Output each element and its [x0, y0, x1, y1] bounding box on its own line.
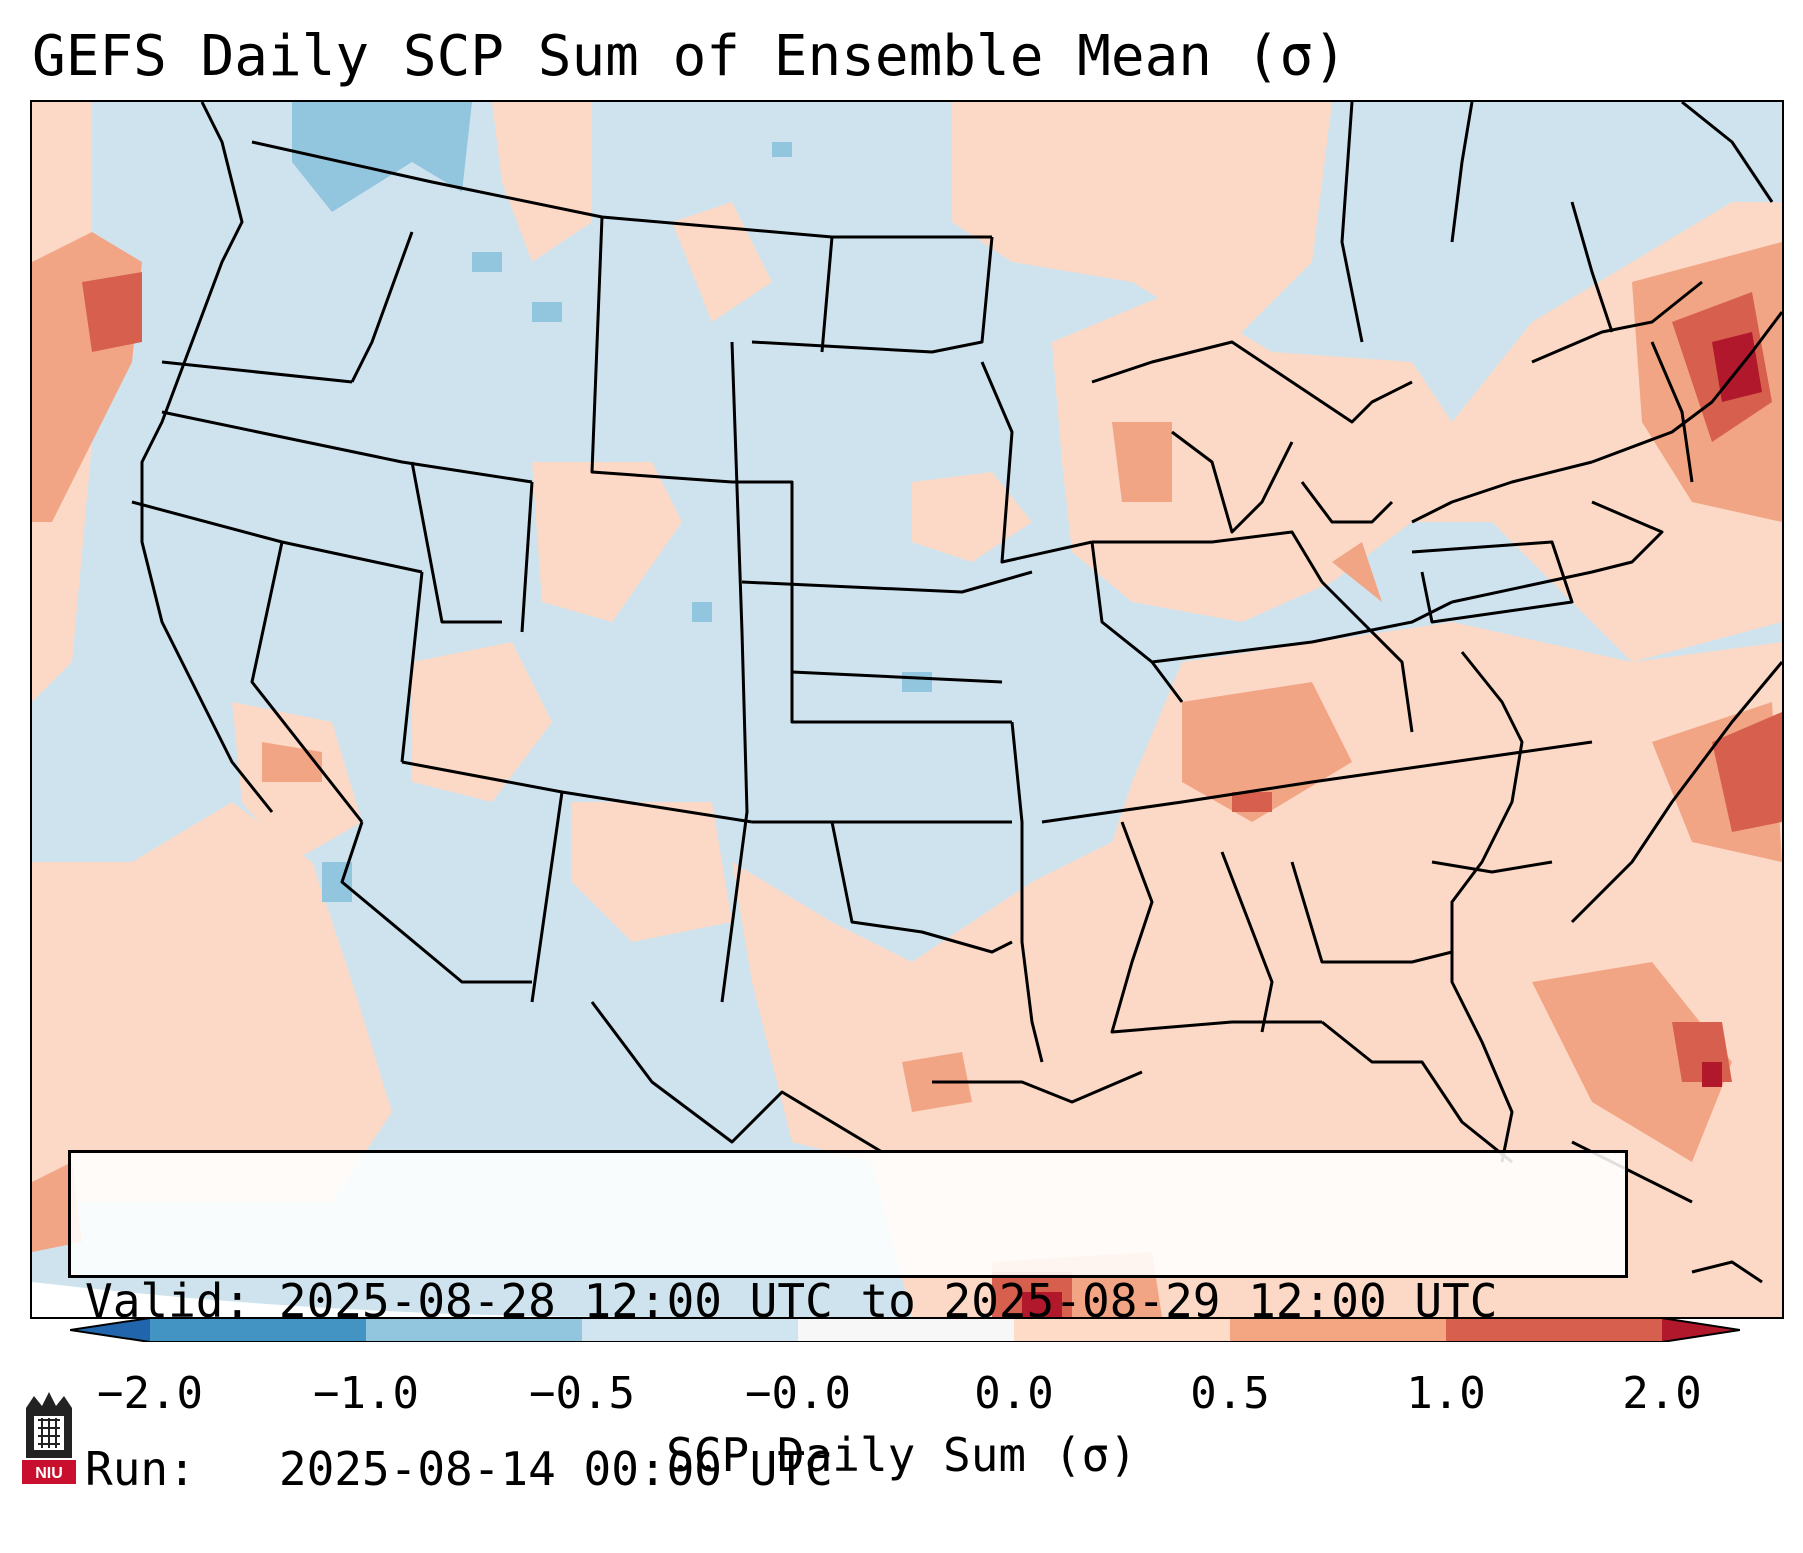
colorbar-extend-high	[1662, 1318, 1740, 1342]
colorbar-tick-6: 0.5	[1190, 1368, 1270, 1419]
map-panel	[30, 100, 1784, 1319]
colorbar-extend-low	[70, 1318, 150, 1342]
colorbar-tick-7: 1.0	[1406, 1368, 1486, 1419]
extreme-anomaly-areas	[1022, 332, 1762, 1317]
map-canvas	[32, 102, 1782, 1317]
negative-anomaly-areas	[292, 102, 932, 902]
colorbar-tick-5: 0.0	[974, 1368, 1054, 1419]
colorbar-tick-8: 2.0	[1622, 1368, 1702, 1419]
colorbar-segment-6	[1230, 1318, 1446, 1342]
run-value: 2025-08-14 00:00 UTC	[278, 1442, 833, 1496]
niu-logo: NIU	[22, 1392, 76, 1484]
boundary-lines	[131, 102, 1782, 1164]
colorbar-segment-2	[366, 1318, 582, 1342]
colorbar	[70, 1318, 1740, 1342]
positive-anomaly-areas	[32, 102, 1782, 1317]
run-row: Run: 2025-08-14 00:00 UTC	[85, 1441, 1611, 1497]
colorbar-segment-4	[798, 1318, 1014, 1342]
colorbar-segment-5	[1014, 1318, 1230, 1342]
colorbar-tick-2: −1.0	[313, 1368, 419, 1419]
run-label: Run:	[85, 1442, 196, 1496]
colorbar-segment-1	[150, 1318, 366, 1342]
svg-text:NIU: NIU	[35, 1465, 63, 1482]
colorbar-tick-3: −0.5	[529, 1368, 635, 1419]
projection-edge	[32, 1282, 632, 1317]
colorbar-label: SCP Daily Sum (σ)	[666, 1428, 1137, 1482]
validity-info-box: Valid: 2025-08-28 12:00 UTC to 2025-08-2…	[68, 1150, 1628, 1496]
colorbar-tick-4: −0.0	[745, 1368, 851, 1419]
colorbar-tick-1: −2.0	[97, 1368, 203, 1419]
colorbar-segment-7	[1446, 1318, 1662, 1342]
chart-title: GEFS Daily SCP Sum of Ensemble Mean (σ)	[32, 24, 1347, 89]
colorbar-segment-3	[582, 1318, 798, 1342]
